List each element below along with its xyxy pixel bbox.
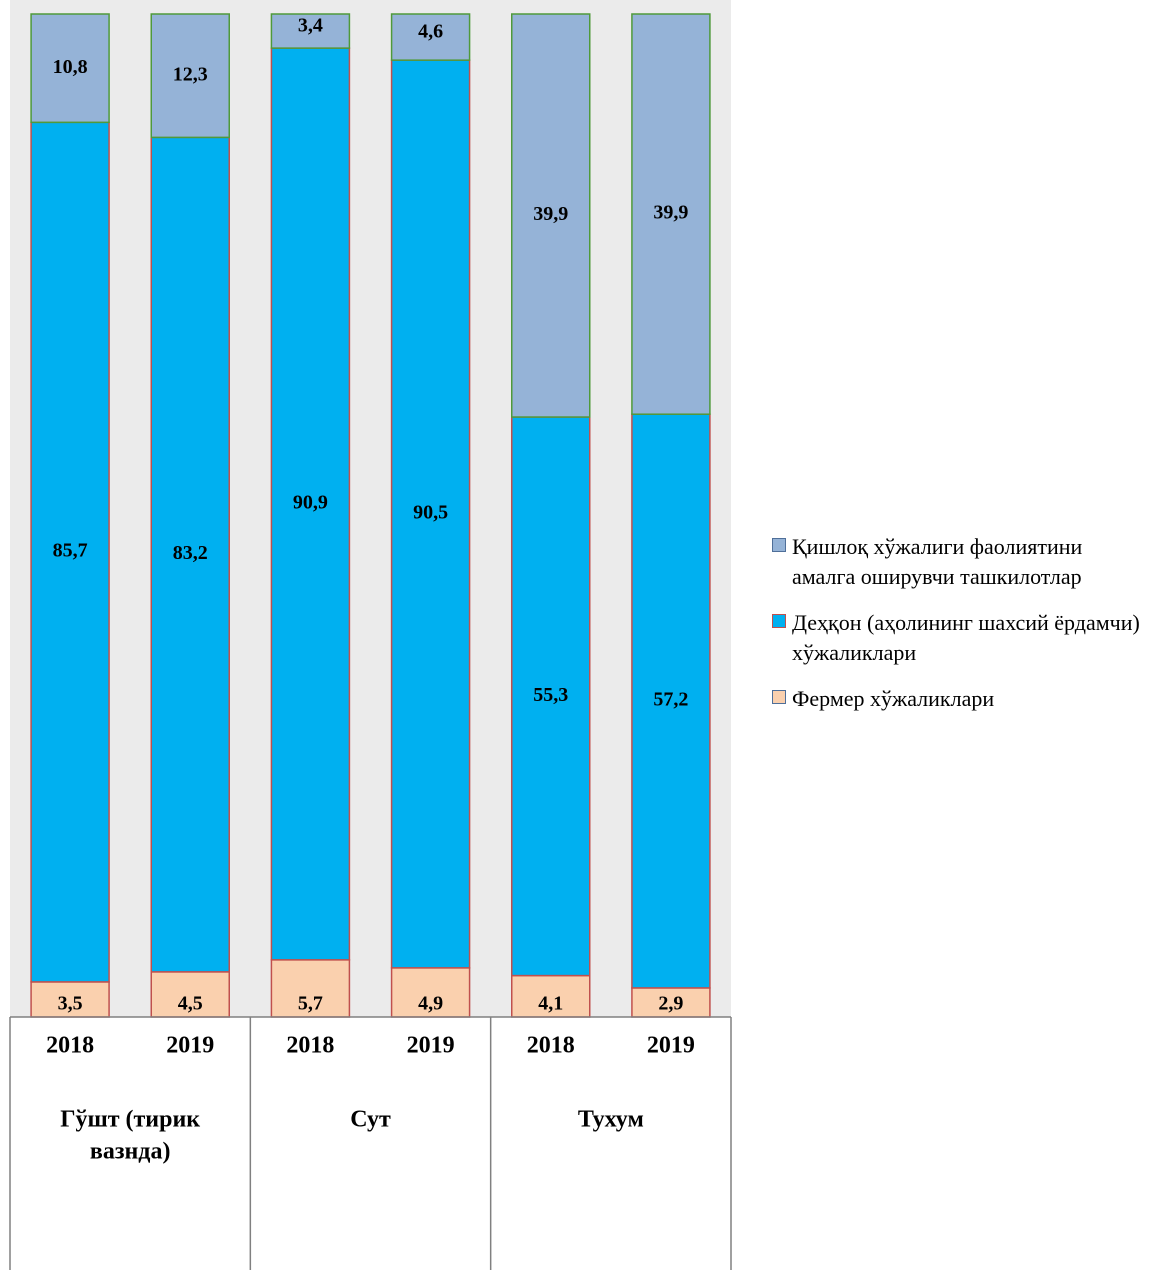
bar-1-3	[390, 59, 471, 969]
data-label-0-1: 4,5	[178, 993, 203, 1015]
data-label-2-0: 10,8	[53, 56, 88, 78]
bar-2-5	[631, 13, 711, 415]
legend-swatch-dehqon	[772, 614, 786, 628]
x-tick-label-5: 2019	[647, 1033, 695, 1059]
bar-0-1	[150, 971, 230, 1018]
legend-swatch-organizations	[772, 538, 786, 552]
bar-2-3	[390, 13, 471, 61]
data-label-0-3: 4,9	[418, 993, 443, 1015]
data-label-1-2: 90,9	[293, 492, 328, 514]
data-label-1-3: 90,5	[413, 502, 448, 524]
data-label-0-5: 2,9	[658, 993, 683, 1015]
bar-0-5	[631, 987, 711, 1018]
data-label-0-2: 5,7	[298, 993, 323, 1015]
x-tick-label-0: 2018	[46, 1033, 94, 1059]
group-label-2-0: Тухум	[578, 1107, 644, 1133]
data-label-0-4: 4,1	[538, 993, 563, 1015]
x-tick-label-3: 2019	[407, 1033, 455, 1059]
data-label-2-4: 39,9	[533, 203, 568, 225]
legend-swatch-fermer	[772, 690, 786, 704]
bar-1-1	[150, 136, 230, 973]
data-label-1-4: 55,3	[533, 684, 568, 706]
legend-item-fermer: Фермер хўжаликлари	[772, 684, 1144, 714]
bar-0-3	[390, 967, 471, 1018]
group-label-0-0: Гўшт (тирик	[60, 1107, 200, 1133]
data-label-0-0: 3,5	[58, 993, 83, 1015]
legend-item-dehqon: Деҳқон (аҳолининг шахсий ёрдамчи) хўжали…	[772, 608, 1144, 668]
legend-label-dehqon: Деҳқон (аҳолининг шахсий ёрдамчи) хўжали…	[792, 610, 1140, 665]
x-tick-label-1: 2019	[166, 1033, 214, 1059]
stacked-bar-chart: 3,5 85,7 10,8 4,5 83,2 12,3 5,7 90,9 3,4 4,9 90,5 4…	[9, 0, 732, 1270]
bar-2-2	[270, 13, 351, 49]
data-label-2-5: 39,9	[653, 202, 688, 224]
bar-0-0	[30, 981, 110, 1018]
bar-1-2	[270, 47, 351, 961]
data-label-2-1: 12,3	[173, 63, 208, 85]
bar-2-1	[150, 13, 230, 139]
bar-2-0	[30, 13, 110, 124]
legend-item-organizations: Қишлоқ хўжалиги фаолиятини амалга оширув…	[772, 532, 1144, 592]
bar-1-5	[631, 413, 711, 989]
legend: Қишлоқ хўжалиги фаолиятини амалга оширув…	[772, 532, 1144, 730]
legend-label-organizations: Қишлоқ хўжалиги фаолиятини амалга оширув…	[792, 534, 1083, 589]
data-label-1-0: 85,7	[53, 540, 88, 562]
bar-1-0	[30, 121, 110, 983]
bar-2-4	[511, 13, 591, 418]
x-tick-label-4: 2018	[527, 1033, 575, 1059]
x-tick-label-2: 2018	[286, 1033, 334, 1059]
data-label-1-5: 57,2	[653, 689, 688, 711]
group-label-1-0: Сут	[350, 1107, 391, 1133]
data-label-2-3: 4,6	[418, 21, 443, 43]
data-label-2-2: 3,4	[298, 15, 323, 37]
legend-label-fermer: Фермер хўжаликлари	[792, 686, 995, 711]
group-label-0-1: вазнда)	[90, 1139, 171, 1165]
data-label-1-1: 83,2	[173, 542, 208, 564]
plot-area	[10, 0, 731, 1017]
